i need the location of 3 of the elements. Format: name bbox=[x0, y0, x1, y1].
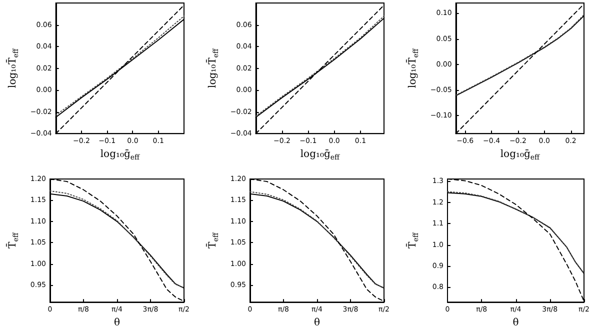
x-axis-title: θ bbox=[314, 318, 320, 328]
x-axis-title: θ bbox=[114, 318, 120, 328]
x-axis-title: θ bbox=[512, 318, 519, 328]
